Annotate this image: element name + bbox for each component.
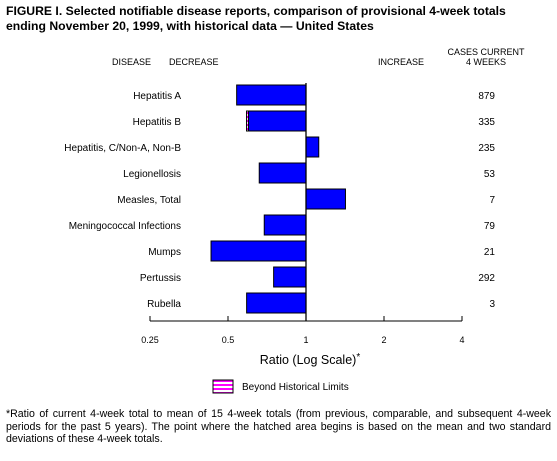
x-axis-label: Ratio (Log Scale)* xyxy=(260,352,361,367)
disease-label: Legionellosis xyxy=(123,169,181,180)
bar xyxy=(246,292,307,314)
footnote: *Ratio of current 4-week total to mean o… xyxy=(6,408,551,445)
disease-label: Rubella xyxy=(147,299,181,310)
bar-hatched-segment xyxy=(246,110,250,132)
disease-label: Hepatitis, C/Non-A, Non-B xyxy=(64,143,181,154)
case-count: 7 xyxy=(489,195,495,206)
bar xyxy=(210,240,307,262)
header-cases-line-1: CASES CURRENT xyxy=(447,47,525,57)
bar xyxy=(273,266,307,288)
x-axis: 0.25 0.5 1 2 4 xyxy=(141,316,465,345)
x-tick-label: 1 xyxy=(303,335,308,345)
disease-label: Mumps xyxy=(148,247,181,258)
header-cases-line-2: 4 WEEKS xyxy=(466,57,506,67)
legend: Beyond Historical Limits xyxy=(212,379,349,394)
header-disease: DISEASE xyxy=(112,57,151,67)
bar xyxy=(305,136,320,158)
bar-rows: Hepatitis A 879 Hepatitis B 335 Hepatitis, C… xyxy=(64,83,495,321)
x-axis-label-mark: * xyxy=(356,352,360,363)
header-decrease: DECREASE xyxy=(169,57,219,67)
bar xyxy=(236,84,307,106)
case-count: 53 xyxy=(484,169,496,180)
case-count: 79 xyxy=(484,221,496,232)
case-count: 879 xyxy=(478,91,495,102)
case-count: 335 xyxy=(478,117,495,128)
case-count: 3 xyxy=(489,299,495,310)
x-tick-label: 0.5 xyxy=(222,335,235,345)
title-line-2: ending November 20, 1999, with historica… xyxy=(6,19,374,33)
x-tick-label: 0.25 xyxy=(141,335,159,345)
legend-swatch xyxy=(212,379,234,394)
disease-label: Hepatitis A xyxy=(133,91,181,102)
chart: DISEASE DECREASE INCREASE CASES CURRENT … xyxy=(64,47,525,394)
bar xyxy=(246,110,307,132)
case-count: 235 xyxy=(478,143,495,154)
header-increase: INCREASE xyxy=(378,57,424,67)
x-tick-label: 2 xyxy=(381,335,386,345)
disease-label: Meningococcal Infections xyxy=(69,221,181,232)
case-count: 21 xyxy=(484,247,496,258)
bar xyxy=(305,188,346,210)
case-count: 292 xyxy=(478,273,495,284)
disease-label: Pertussis xyxy=(140,273,181,284)
x-axis-label-text: Ratio (Log Scale) xyxy=(260,353,357,367)
chart-title: FIGURE I. Selected notifiable disease re… xyxy=(6,4,551,34)
legend-label: Beyond Historical Limits xyxy=(242,382,349,393)
bar xyxy=(263,214,307,236)
title-line-1: FIGURE I. Selected notifiable disease re… xyxy=(6,4,506,18)
x-tick-label: 4 xyxy=(459,335,464,345)
bar xyxy=(258,162,307,184)
disease-label: Measles, Total xyxy=(117,195,181,206)
disease-label: Hepatitis B xyxy=(133,117,182,128)
